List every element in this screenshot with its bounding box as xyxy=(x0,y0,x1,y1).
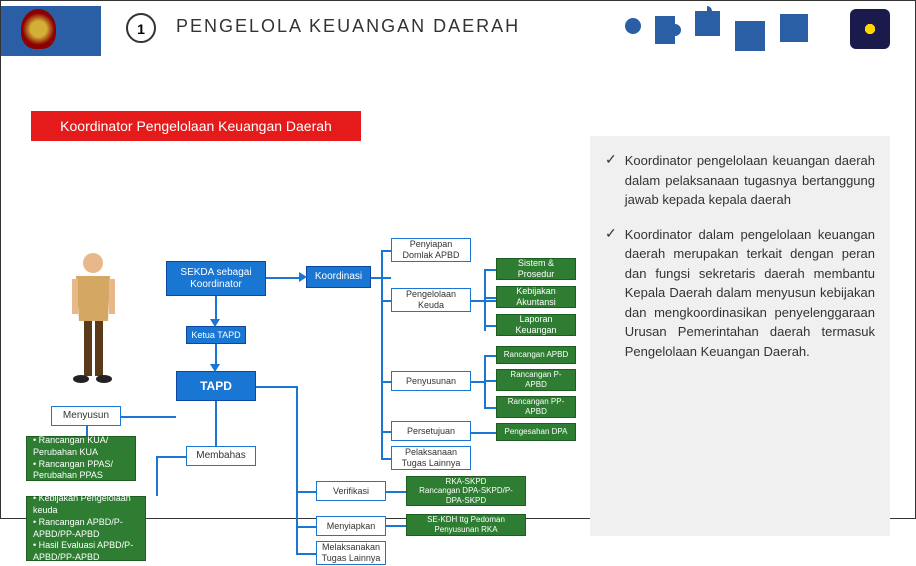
node-membahas: Membahas xyxy=(186,446,256,466)
node-koordinasi: Koordinasi xyxy=(306,266,371,288)
connector xyxy=(296,553,316,555)
connector xyxy=(386,525,406,527)
person-icon xyxy=(66,251,121,391)
check-icon: ✓ xyxy=(605,151,617,210)
connector xyxy=(484,380,496,382)
node-melaksanakan: Melaksanakan Tugas Lainnya xyxy=(316,541,386,565)
node-menyiapkan: Menyiapkan xyxy=(316,516,386,536)
ministry-badge xyxy=(850,9,890,49)
connector xyxy=(256,386,296,388)
note-item: ✓ Koordinator pengelolaan keuangan daera… xyxy=(605,151,875,210)
arrow-icon xyxy=(210,319,220,327)
note-text: Koordinator pengelolaan keuangan daerah … xyxy=(625,151,875,210)
node-menyusun: Menyusun xyxy=(51,406,121,426)
node-tapd: TAPD xyxy=(176,371,256,401)
node-kebijakan-ak: Kebijakan Akuntansi xyxy=(496,286,576,308)
node-penyusunan: Penyusunan xyxy=(391,371,471,391)
connector xyxy=(86,426,88,436)
connector xyxy=(381,250,391,252)
sidebar-notes: ✓ Koordinator pengelolaan keuangan daera… xyxy=(590,136,890,536)
connector xyxy=(484,269,486,331)
connector xyxy=(484,355,496,357)
page-title: PENGELOLA KEUANGAN DAERAH xyxy=(176,16,520,37)
node-persetujuan: Persetujuan xyxy=(391,421,471,441)
node-rancangan-p: Rancangan P-APBD xyxy=(496,369,576,391)
node-green-left1: • Rancangan KUA/ Perubahan KUA • Rancang… xyxy=(26,436,136,481)
connector xyxy=(471,432,496,434)
section-number: 1 xyxy=(126,13,156,43)
node-pengelolaan: Pengelolaan Keuda xyxy=(391,288,471,312)
check-icon: ✓ xyxy=(605,225,617,362)
note-text: Koordinator dalam pengelolaan keuangan d… xyxy=(625,225,875,362)
node-penyiapan: Penyiapan Domlak APBD xyxy=(391,238,471,262)
connector xyxy=(381,300,391,302)
node-rka-skpd: RKA-SKPD Rancangan DPA-SKPD/P-DPA-SKPD xyxy=(406,476,526,506)
node-laporan: Laporan Keuangan xyxy=(496,314,576,336)
node-se-kdh: SE-KDH ttg Pedoman Penyusunan RKA xyxy=(406,514,526,536)
connector xyxy=(215,401,217,446)
connector xyxy=(484,269,496,271)
header: 1 PENGELOLA KEUANGAN DAERAH xyxy=(1,1,915,56)
node-rancangan-apbd: Rancangan APBD xyxy=(496,346,576,364)
connector xyxy=(381,381,391,383)
node-ketua: Ketua TAPD xyxy=(186,326,246,344)
connector xyxy=(484,297,496,299)
connector xyxy=(156,456,158,496)
connector xyxy=(386,491,406,493)
connector xyxy=(296,526,316,528)
node-pelaksanaan: Pelaksanaan Tugas Lainnya xyxy=(391,446,471,470)
node-rancangan-pp: Rancangan PP-APBD xyxy=(496,396,576,418)
node-verifikasi: Verifikasi xyxy=(316,481,386,501)
garuda-emblem xyxy=(21,9,56,49)
connector xyxy=(121,416,176,418)
node-sekda: SEKDA sebagai Koordinator xyxy=(166,261,266,296)
node-green-left2: • Kebijakan Pengelolaan keuda • Rancanga… xyxy=(26,496,146,561)
connector xyxy=(484,325,496,327)
section-banner: Koordinator Pengelolaan Keuangan Daerah xyxy=(31,111,361,141)
connector xyxy=(296,491,316,493)
connector xyxy=(471,381,484,383)
node-sistem: Sistem & Prosedur xyxy=(496,258,576,280)
note-item: ✓ Koordinator dalam pengelolaan keuangan… xyxy=(605,225,875,362)
arrow-icon xyxy=(210,364,220,372)
connector xyxy=(381,458,391,460)
connector xyxy=(484,407,496,409)
connector xyxy=(381,250,383,458)
connector xyxy=(156,456,186,458)
connector xyxy=(381,431,391,433)
main-content: Koordinator Pengelolaan Keuangan Daerah … xyxy=(1,56,915,520)
node-pengesahan: Pengesahan DPA xyxy=(496,423,576,441)
arrow-icon xyxy=(299,272,307,282)
org-diagram: SEKDA sebagai Koordinator Ketua TAPD TAP… xyxy=(26,146,586,566)
